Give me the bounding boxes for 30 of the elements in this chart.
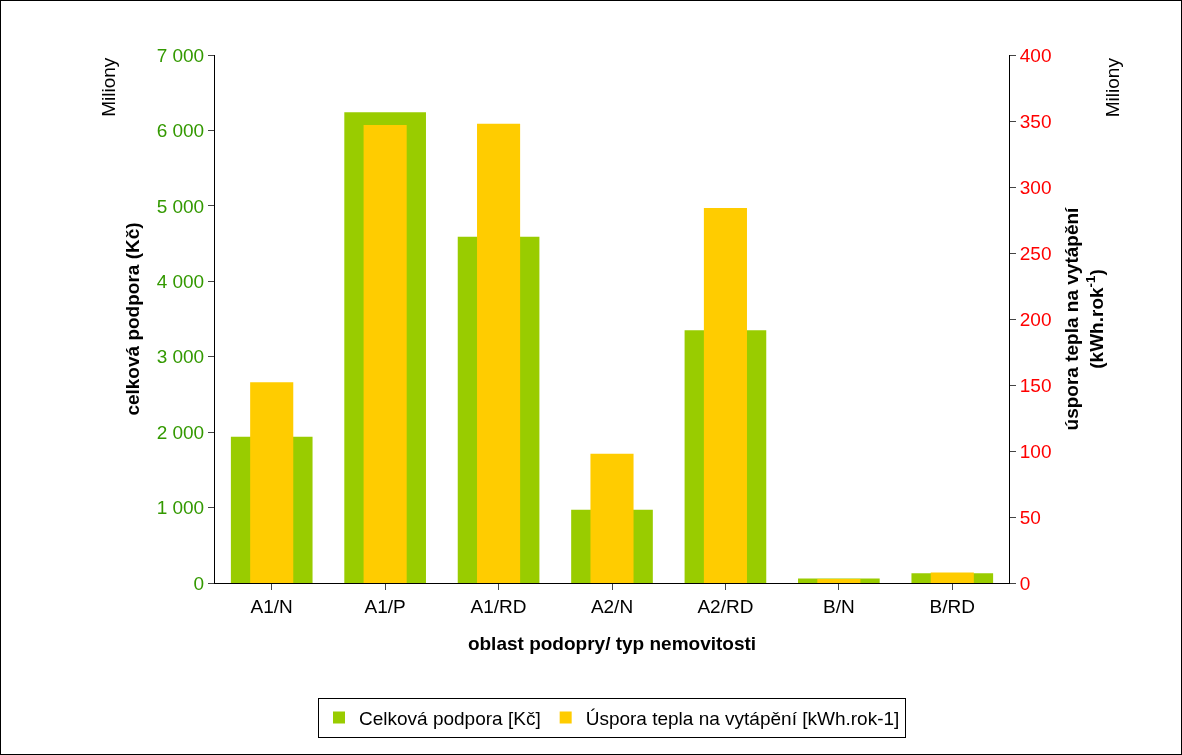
text: Miliony xyxy=(1102,57,1124,118)
y2-tick-label: 100 xyxy=(1019,440,1052,462)
x-axis-title: oblast podopry/ typ nemovitosti xyxy=(467,632,757,654)
y-tick-label: 1 000 xyxy=(156,497,205,519)
y2-tick-label: 0 xyxy=(1019,572,1031,594)
x-tick-label: A1/P xyxy=(364,595,406,617)
y-tick-label: 7 000 xyxy=(156,44,205,66)
y2-tick-label: 250 xyxy=(1019,242,1052,264)
x-tick-label: A2/RD xyxy=(697,595,754,617)
y-tick-label: 5 000 xyxy=(156,195,205,217)
y-axis-title: celková podpora (Kč) xyxy=(121,222,143,416)
y-tick-label: 4 000 xyxy=(156,270,205,292)
x-tick-label: B/RD xyxy=(929,595,975,617)
x-tick-label: A2/N xyxy=(590,595,634,617)
text: Miliony xyxy=(97,57,119,117)
y-tick-label: 3 000 xyxy=(156,346,205,368)
y-tick-label: 6 000 xyxy=(156,120,205,142)
x-tick-label: A1/N xyxy=(250,595,293,617)
legend-label: Celková podpora [Kč] xyxy=(359,707,541,729)
y2-tick-label: 200 xyxy=(1019,308,1052,330)
y2-tick-label: 150 xyxy=(1019,374,1052,396)
legend-label: Úspora tepla na vytápění [kWh.rok-1] xyxy=(585,707,900,729)
y-tick-label: 2 000 xyxy=(156,421,205,443)
y2-tick-label: 400 xyxy=(1019,44,1052,66)
y2-tick-label: 300 xyxy=(1019,176,1052,198)
y-tick-label: 0 xyxy=(193,572,205,594)
x-tick-label: B/N xyxy=(823,595,855,617)
y2-tick-label: 350 xyxy=(1019,110,1052,132)
x-tick-label: A1/RD xyxy=(470,595,527,617)
y2-tick-label: 50 xyxy=(1019,506,1041,528)
